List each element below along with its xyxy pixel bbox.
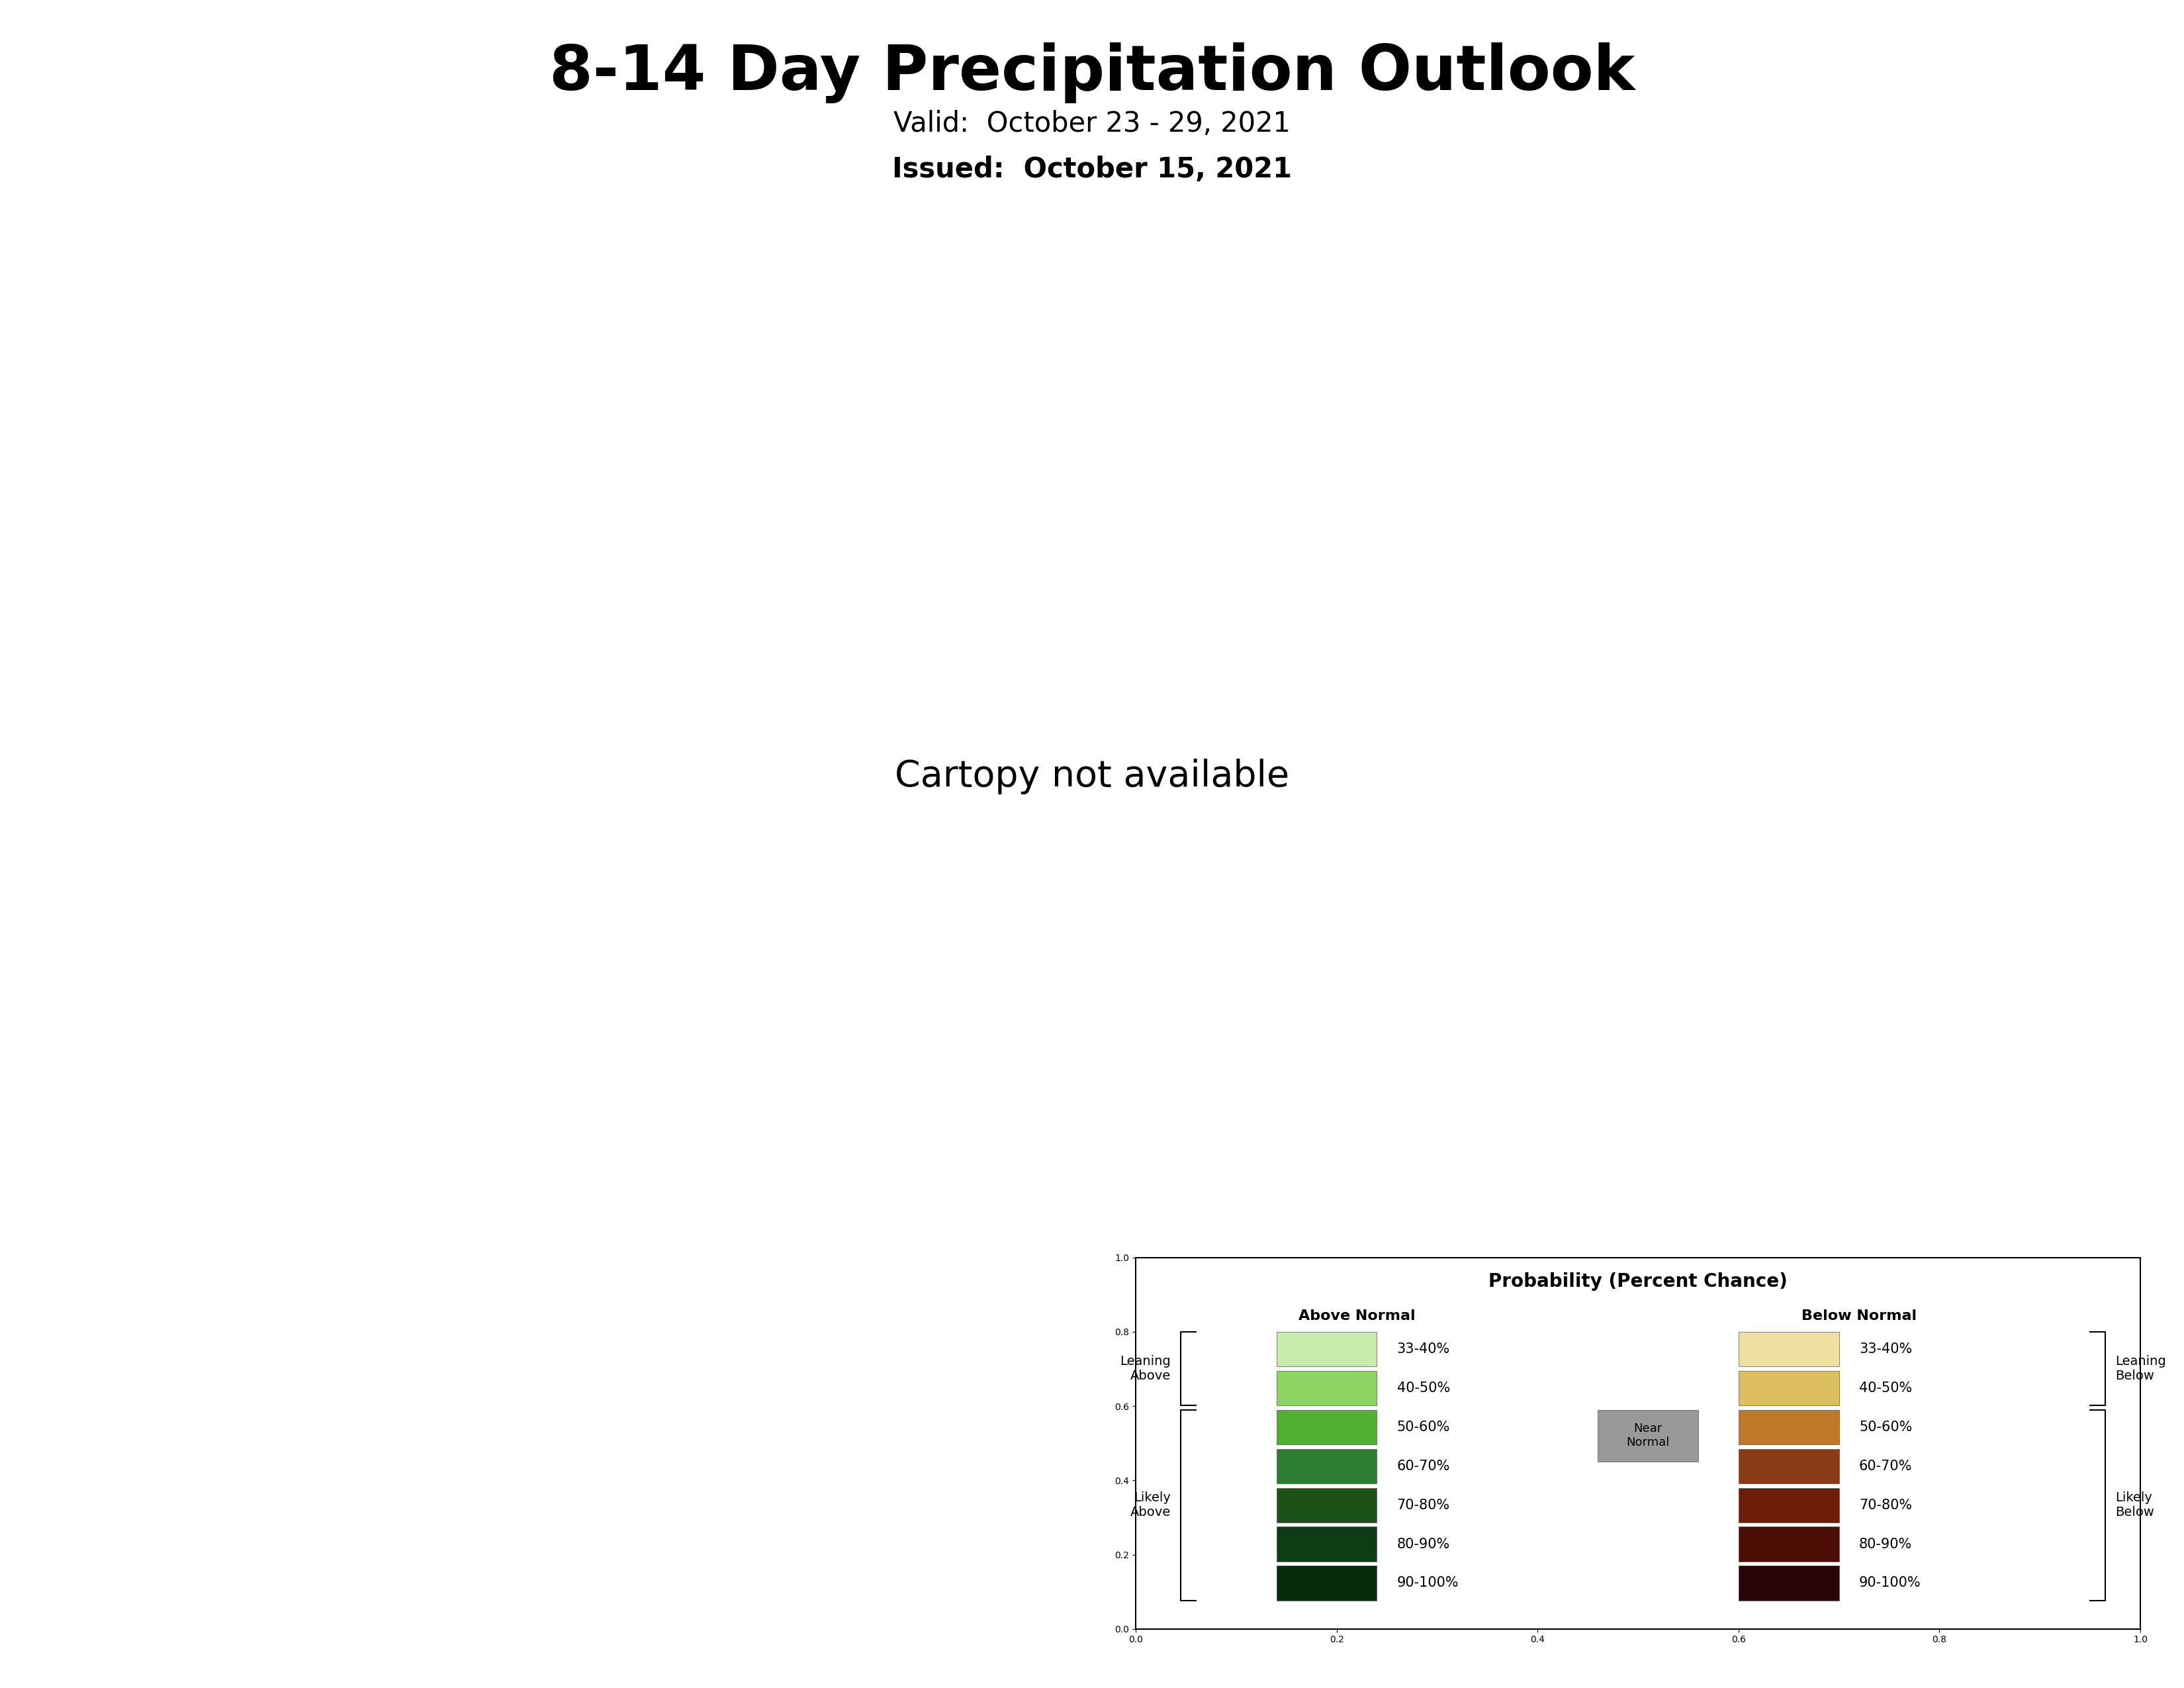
Text: 40-50%: 40-50% <box>1398 1381 1450 1394</box>
Bar <box>1275 1371 1376 1406</box>
Text: 80-90%: 80-90% <box>1859 1538 1913 1551</box>
Bar <box>1738 1371 1839 1406</box>
Text: 50-60%: 50-60% <box>1859 1421 1913 1433</box>
Text: 90-100%: 90-100% <box>1398 1577 1459 1590</box>
Bar <box>1738 1409 1839 1445</box>
Text: 50-60%: 50-60% <box>1398 1421 1450 1433</box>
Text: 70-80%: 70-80% <box>1859 1499 1911 1512</box>
Text: Probability (Percent Chance): Probability (Percent Chance) <box>1489 1273 1787 1291</box>
Text: Issued:  October 15, 2021: Issued: October 15, 2021 <box>891 155 1293 182</box>
Text: Valid:  October 23 - 29, 2021: Valid: October 23 - 29, 2021 <box>893 110 1291 137</box>
Text: 33-40%: 33-40% <box>1859 1342 1913 1355</box>
Text: Leaning
Above: Leaning Above <box>1120 1355 1171 1382</box>
Bar <box>1275 1566 1376 1600</box>
Bar <box>1599 1409 1699 1462</box>
Bar <box>1275 1448 1376 1484</box>
Text: 40-50%: 40-50% <box>1859 1381 1913 1394</box>
Text: 80-90%: 80-90% <box>1398 1538 1450 1551</box>
Text: 60-70%: 60-70% <box>1398 1460 1450 1472</box>
Text: Near
Normal: Near Normal <box>1627 1423 1671 1448</box>
Text: Leaning
Below: Leaning Below <box>2114 1355 2167 1382</box>
Bar <box>1738 1332 1839 1366</box>
Bar <box>1738 1487 1839 1523</box>
Text: 60-70%: 60-70% <box>1859 1460 1913 1472</box>
Bar <box>1738 1566 1839 1600</box>
Text: 90-100%: 90-100% <box>1859 1577 1922 1590</box>
Text: Below Normal: Below Normal <box>1802 1310 1918 1323</box>
Text: Likely
Below: Likely Below <box>2114 1492 2153 1519</box>
Bar <box>1275 1332 1376 1366</box>
Text: 70-80%: 70-80% <box>1398 1499 1450 1512</box>
Text: Above Normal: Above Normal <box>1297 1310 1415 1323</box>
Bar <box>1275 1487 1376 1523</box>
Text: 33-40%: 33-40% <box>1398 1342 1450 1355</box>
Bar <box>1738 1448 1839 1484</box>
Text: 8-14 Day Precipitation Outlook: 8-14 Day Precipitation Outlook <box>548 42 1636 103</box>
Bar <box>1275 1526 1376 1561</box>
Text: Cartopy not available: Cartopy not available <box>895 758 1289 795</box>
Bar <box>1275 1409 1376 1445</box>
Bar <box>1738 1526 1839 1561</box>
Text: Likely
Above: Likely Above <box>1131 1492 1171 1519</box>
